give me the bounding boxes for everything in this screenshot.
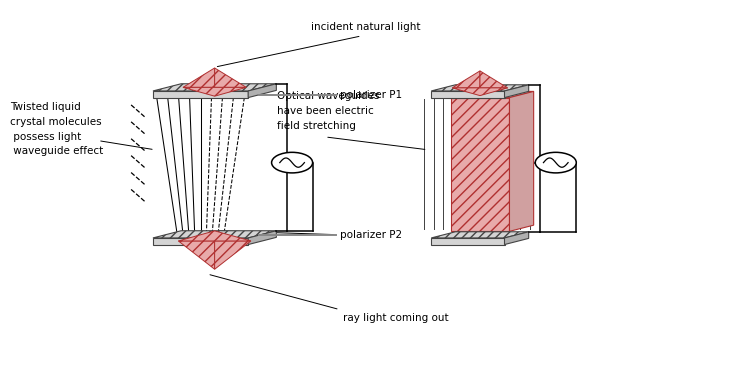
Circle shape [272,152,313,173]
Polygon shape [215,68,246,87]
Polygon shape [451,91,534,98]
Polygon shape [153,231,276,238]
Text: Twisted liquid
crystal molecules
 possess light
 waveguide effect: Twisted liquid crystal molecules possess… [10,102,103,156]
Text: incident natural light: incident natural light [311,22,420,32]
Polygon shape [431,238,505,245]
Polygon shape [153,238,248,245]
Circle shape [535,152,576,173]
Polygon shape [183,68,215,87]
Polygon shape [509,91,534,231]
Polygon shape [153,84,276,91]
Text: ray light coming out: ray light coming out [343,313,449,323]
Polygon shape [248,84,276,98]
Polygon shape [183,87,246,96]
Polygon shape [431,85,528,91]
Polygon shape [179,231,251,241]
Polygon shape [480,71,508,88]
Polygon shape [153,91,248,98]
Polygon shape [431,232,528,238]
Polygon shape [505,232,528,245]
Polygon shape [215,241,251,269]
Polygon shape [505,85,528,98]
Polygon shape [248,231,276,245]
Polygon shape [431,91,505,98]
Polygon shape [179,241,215,269]
Polygon shape [451,98,509,231]
Text: polarizer P1: polarizer P1 [339,90,401,100]
Text: polarizer P2: polarizer P2 [339,230,401,239]
Polygon shape [452,71,480,88]
Polygon shape [452,88,508,95]
Text: Optical waveguides
have been electric
field stretching: Optical waveguides have been electric fi… [277,91,380,131]
